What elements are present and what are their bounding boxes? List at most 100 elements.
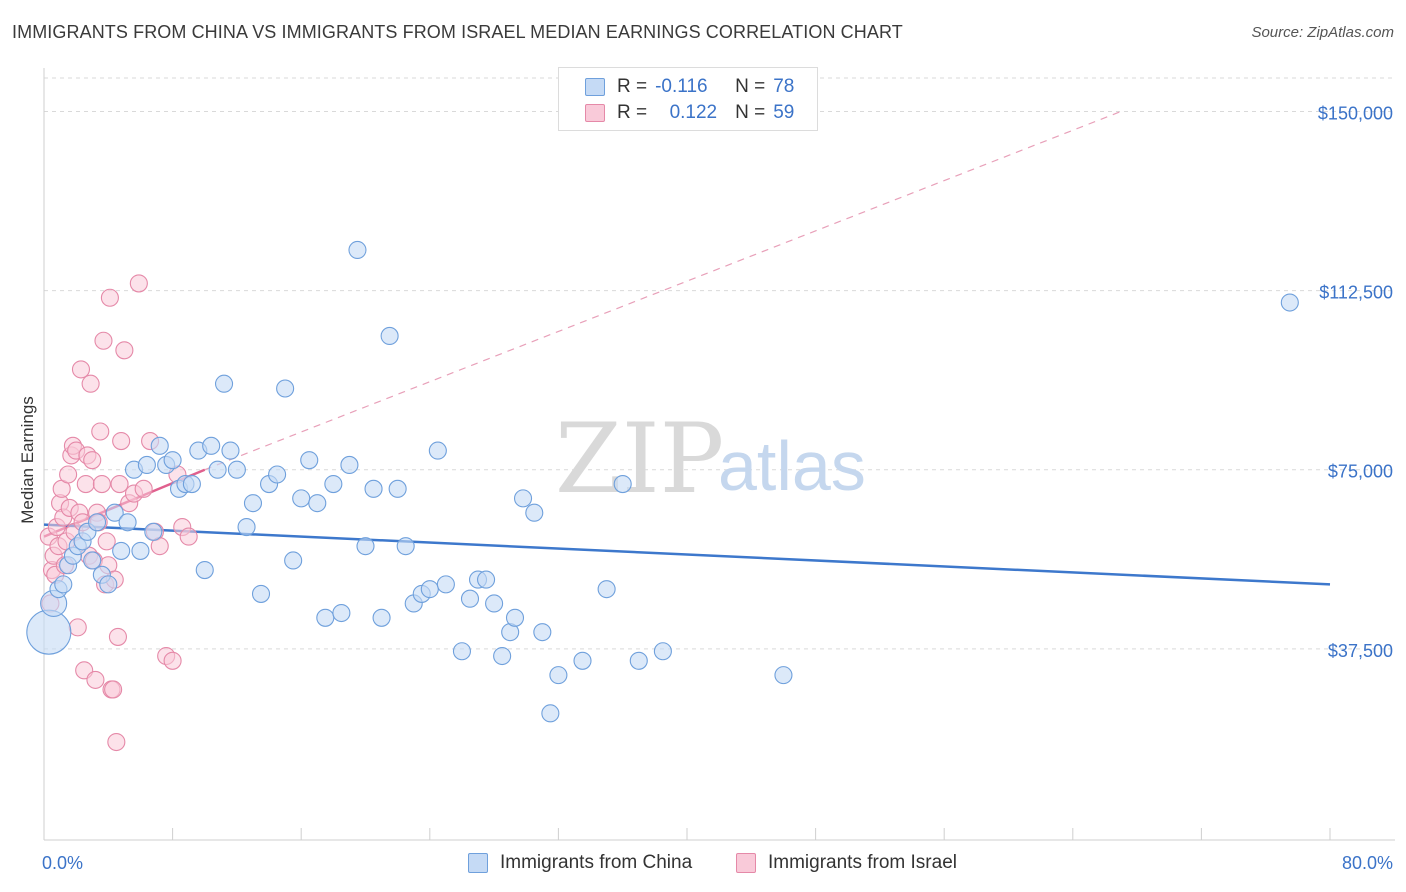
y-tick-label: $75,000: [1328, 462, 1393, 482]
legend-item-israel[interactable]: Immigrants from Israel: [736, 852, 957, 874]
china-legend-swatch: [468, 853, 488, 873]
china-point: [485, 594, 504, 613]
source-label: Source: ZipAtlas.com: [1251, 24, 1394, 41]
grid-lines: [44, 77, 1395, 650]
china-point: [131, 541, 150, 560]
x-tick-label: 80.0%: [1342, 853, 1393, 873]
y-tick-labels: $37,500 $75,000 $112,500 $150,000: [1318, 103, 1393, 660]
israel-legend-label: Immigrants from Israel: [768, 852, 957, 873]
israel-points: [39, 274, 198, 752]
china-point: [324, 475, 343, 494]
legend-r-value: -0.116: [655, 76, 708, 97]
china-point: [541, 704, 560, 723]
legend-row-china: R = -0.116 N = 78: [585, 75, 794, 99]
y-tick-label: $150,000: [1318, 103, 1393, 123]
legend-r-value: 0.122: [669, 102, 718, 123]
china-point: [227, 460, 246, 479]
china-point: [195, 560, 214, 580]
china-point: [372, 608, 391, 627]
israel-point: [134, 479, 153, 498]
china-point: [477, 570, 496, 589]
china-point: [150, 436, 169, 455]
china-point: [332, 603, 351, 623]
israel-point: [107, 732, 126, 752]
china-point: [243, 494, 263, 513]
watermark-zip: ZIP: [555, 403, 724, 515]
china-point: [613, 475, 632, 494]
israel-point: [81, 374, 100, 393]
china-point: [436, 575, 455, 594]
china-trend-line: [43, 523, 1331, 586]
china-point: [105, 503, 124, 522]
china-point: [533, 623, 552, 642]
china-point: [420, 580, 439, 599]
legend-n-label: N =: [735, 102, 766, 123]
china-point: [505, 608, 525, 627]
china-point: [99, 575, 118, 594]
china-point: [316, 608, 335, 627]
israel-point: [86, 670, 105, 689]
israel-point: [76, 475, 95, 494]
y-tick-label: $37,500: [1328, 641, 1393, 661]
correlation-legend: R = -0.116 N = 78 R = 0.122 N = 59: [558, 67, 818, 131]
israel-point: [83, 451, 102, 470]
israel-point: [129, 274, 148, 293]
israel-point: [115, 341, 134, 360]
legend-r-label: R =: [617, 76, 648, 97]
china-point: [83, 551, 102, 570]
legend-row-israel: R = 0.122 N = 59: [585, 101, 794, 125]
israel-point: [91, 422, 110, 441]
china-point: [396, 537, 415, 556]
china-point: [597, 580, 616, 599]
y-axis-label: Median Earnings: [18, 396, 37, 524]
china-point: [493, 646, 512, 666]
legend-item-china[interactable]: Immigrants from China: [468, 852, 692, 874]
china-point: [300, 451, 319, 470]
china-point: [237, 517, 256, 537]
china-point: [251, 584, 271, 603]
china-point: [221, 441, 240, 460]
legend-r-label: R =: [617, 102, 648, 123]
y-tick-label: $112,500: [1319, 283, 1393, 303]
watermark: ZIP atlas: [555, 403, 866, 515]
legend-n-label: N =: [735, 76, 766, 97]
china-point: [308, 494, 327, 513]
china-point: [549, 666, 568, 685]
china-point: [573, 651, 592, 670]
china-point: [144, 522, 163, 541]
china-point: [214, 374, 234, 393]
china-point: [276, 379, 295, 398]
israel-point: [112, 432, 131, 451]
china-point: [54, 575, 73, 594]
china-point: [428, 441, 447, 460]
china-point: [292, 489, 311, 508]
china-point: [182, 475, 201, 494]
china-swatch: [585, 78, 605, 96]
china-point: [340, 455, 359, 474]
china-point: [268, 465, 287, 484]
israel-point: [110, 475, 129, 494]
israel-trend-extension: [204, 110, 1122, 471]
israel-point: [92, 475, 111, 494]
china-point: [452, 642, 472, 661]
watermark-atlas: atlas: [718, 427, 866, 505]
china-point: [356, 537, 375, 556]
china-point: [284, 551, 303, 570]
israel-point: [104, 680, 123, 699]
china-legend-label: Immigrants from China: [500, 852, 693, 873]
china-point: [112, 541, 131, 560]
israel-point: [68, 618, 87, 637]
china-point: [208, 460, 227, 479]
china-point: [163, 451, 182, 470]
china-point: [364, 479, 383, 498]
china-point: [118, 513, 137, 532]
x-tick-label: 0.0%: [42, 853, 83, 873]
israel-point: [59, 465, 78, 484]
china-point: [26, 609, 72, 655]
legend-n-value: 78: [773, 76, 795, 97]
china-points: [26, 240, 1299, 723]
israel-point: [163, 651, 182, 670]
israel-point: [179, 527, 198, 546]
israel-swatch: [585, 104, 605, 122]
